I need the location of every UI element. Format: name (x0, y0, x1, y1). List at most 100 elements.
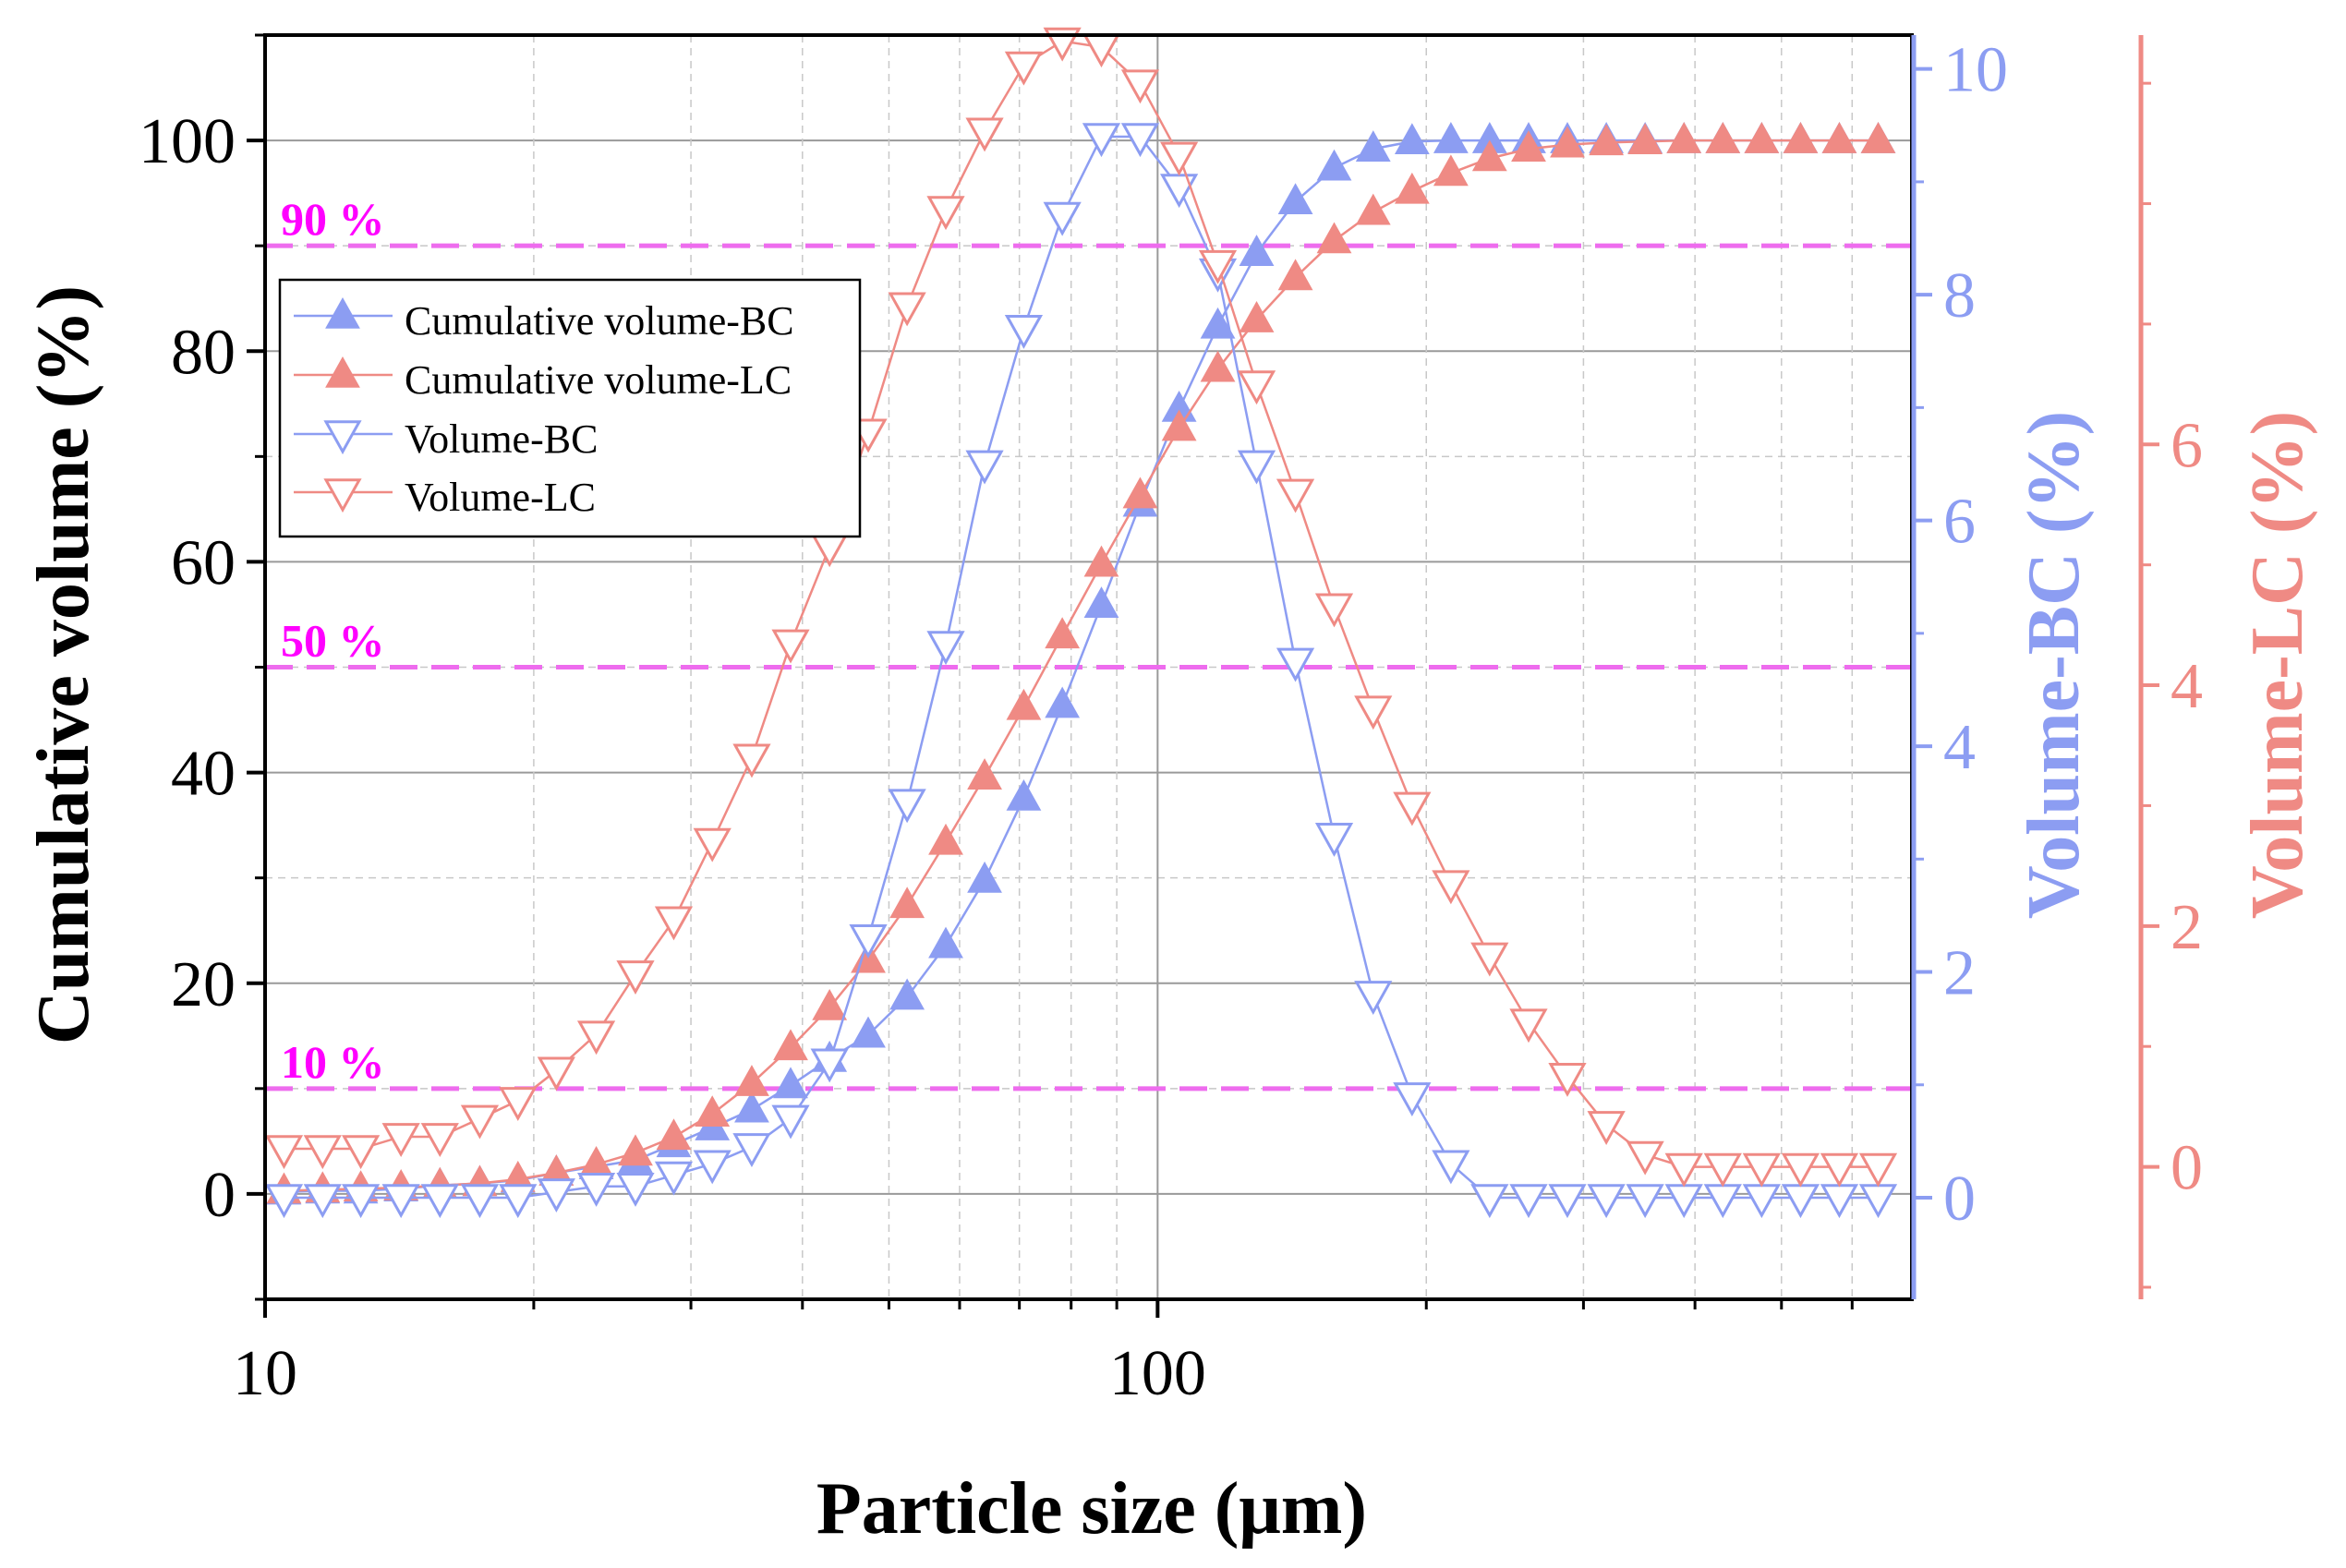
data-point (1744, 122, 1780, 153)
data-point (1006, 778, 1042, 811)
data-point (460, 1184, 500, 1219)
data-point (732, 743, 771, 778)
series-volume-lc (264, 27, 1898, 1188)
data-point (1082, 123, 1121, 158)
data-point (1705, 122, 1741, 153)
data-point (1509, 1008, 1548, 1043)
data-point (1200, 350, 1236, 382)
data-point (1627, 123, 1663, 155)
data-point (1355, 193, 1391, 225)
data-point (1239, 301, 1275, 332)
data-point (965, 117, 1004, 152)
data-point (264, 1135, 304, 1170)
legend-label-cumulative-bc: Cumulative volume-BC (405, 298, 794, 344)
data-point (420, 1184, 459, 1219)
y3-tick-label: 2 (2171, 892, 2203, 963)
data-point (576, 1172, 616, 1207)
data-point (1161, 409, 1197, 441)
data-point (1858, 1184, 1898, 1219)
data-point (1626, 1184, 1664, 1219)
data-point (1354, 695, 1393, 730)
data-point (1393, 1082, 1432, 1117)
data-point (1781, 1184, 1820, 1219)
legend-marker (325, 296, 360, 329)
legend-label-volume-lc: Volume-LC (405, 475, 596, 520)
legend-marker (323, 420, 362, 455)
data-point (1276, 478, 1315, 513)
y-tick-label: 0 (203, 1160, 236, 1231)
data-point (1589, 124, 1625, 156)
data-point (732, 1133, 771, 1168)
reference-line-label: 10 % (281, 1036, 385, 1088)
x-tick-label: 100 (1109, 1338, 1206, 1409)
data-point (1355, 130, 1391, 163)
data-point (1394, 172, 1430, 204)
y2-axis-title: Volume-BC (%) (2013, 411, 2095, 919)
data-point (1821, 122, 1857, 153)
data-point (1666, 122, 1702, 153)
data-point (1394, 123, 1430, 155)
data-point (1006, 688, 1042, 720)
data-point (1277, 259, 1313, 291)
data-point (1393, 791, 1432, 826)
data-point (1548, 1062, 1587, 1097)
data-point (1783, 122, 1819, 153)
data-point (341, 1135, 381, 1170)
y-axis-title: Cumulative volume (%) (23, 285, 104, 1044)
x-axis-title: Particle size (μm) (816, 1468, 1367, 1550)
data-point (1550, 126, 1585, 158)
series-line (284, 40, 1879, 1168)
data-point (499, 1087, 538, 1121)
data-point (1082, 33, 1121, 68)
y2-tick-label: 8 (1943, 260, 1976, 332)
data-point (693, 827, 732, 862)
data-point (537, 1056, 575, 1092)
data-point (341, 1184, 381, 1219)
legend-marker (325, 356, 360, 388)
data-point (1160, 141, 1199, 176)
data-point (381, 1184, 420, 1219)
data-point (1703, 1184, 1742, 1219)
y2-tick-label: 4 (1943, 712, 1976, 783)
legend: Cumulative volume-BC Cumulative volume-L… (278, 278, 862, 538)
data-point (967, 758, 1002, 790)
data-point (812, 988, 848, 1020)
data-point (1587, 1184, 1626, 1219)
data-point (1858, 1152, 1898, 1188)
y2-tick-label: 6 (1943, 487, 1976, 558)
data-point (888, 292, 926, 327)
data-point (1120, 123, 1160, 158)
y2-tick-label: 2 (1943, 938, 1976, 1009)
data-point (1820, 1152, 1859, 1188)
data-point (656, 1118, 692, 1151)
legend-marker (323, 478, 362, 513)
data-point (303, 1184, 342, 1219)
data-point (460, 1104, 500, 1140)
data-point (889, 887, 925, 919)
data-point (499, 1184, 538, 1219)
data-point (851, 1016, 886, 1048)
data-point (654, 906, 694, 941)
reference-line-label: 90 % (281, 193, 385, 245)
y-tick-label: 100 (139, 106, 236, 177)
data-point (1703, 1152, 1742, 1188)
data-point (420, 1123, 459, 1158)
data-point (695, 1095, 731, 1128)
data-point (1120, 69, 1160, 104)
data-point (1664, 1152, 1703, 1188)
data-point (264, 1184, 304, 1219)
data-point (654, 1161, 694, 1196)
data-point (1742, 1152, 1781, 1188)
data-point (810, 1048, 849, 1083)
data-point (1432, 870, 1470, 905)
data-point (1433, 154, 1469, 187)
data-point (773, 1067, 808, 1099)
data-point (1237, 450, 1276, 485)
data-point (1314, 593, 1354, 628)
data-point (1548, 1184, 1587, 1219)
reference-line-label: 50 % (281, 615, 385, 667)
data-point (888, 789, 926, 824)
data-point (967, 861, 1002, 893)
